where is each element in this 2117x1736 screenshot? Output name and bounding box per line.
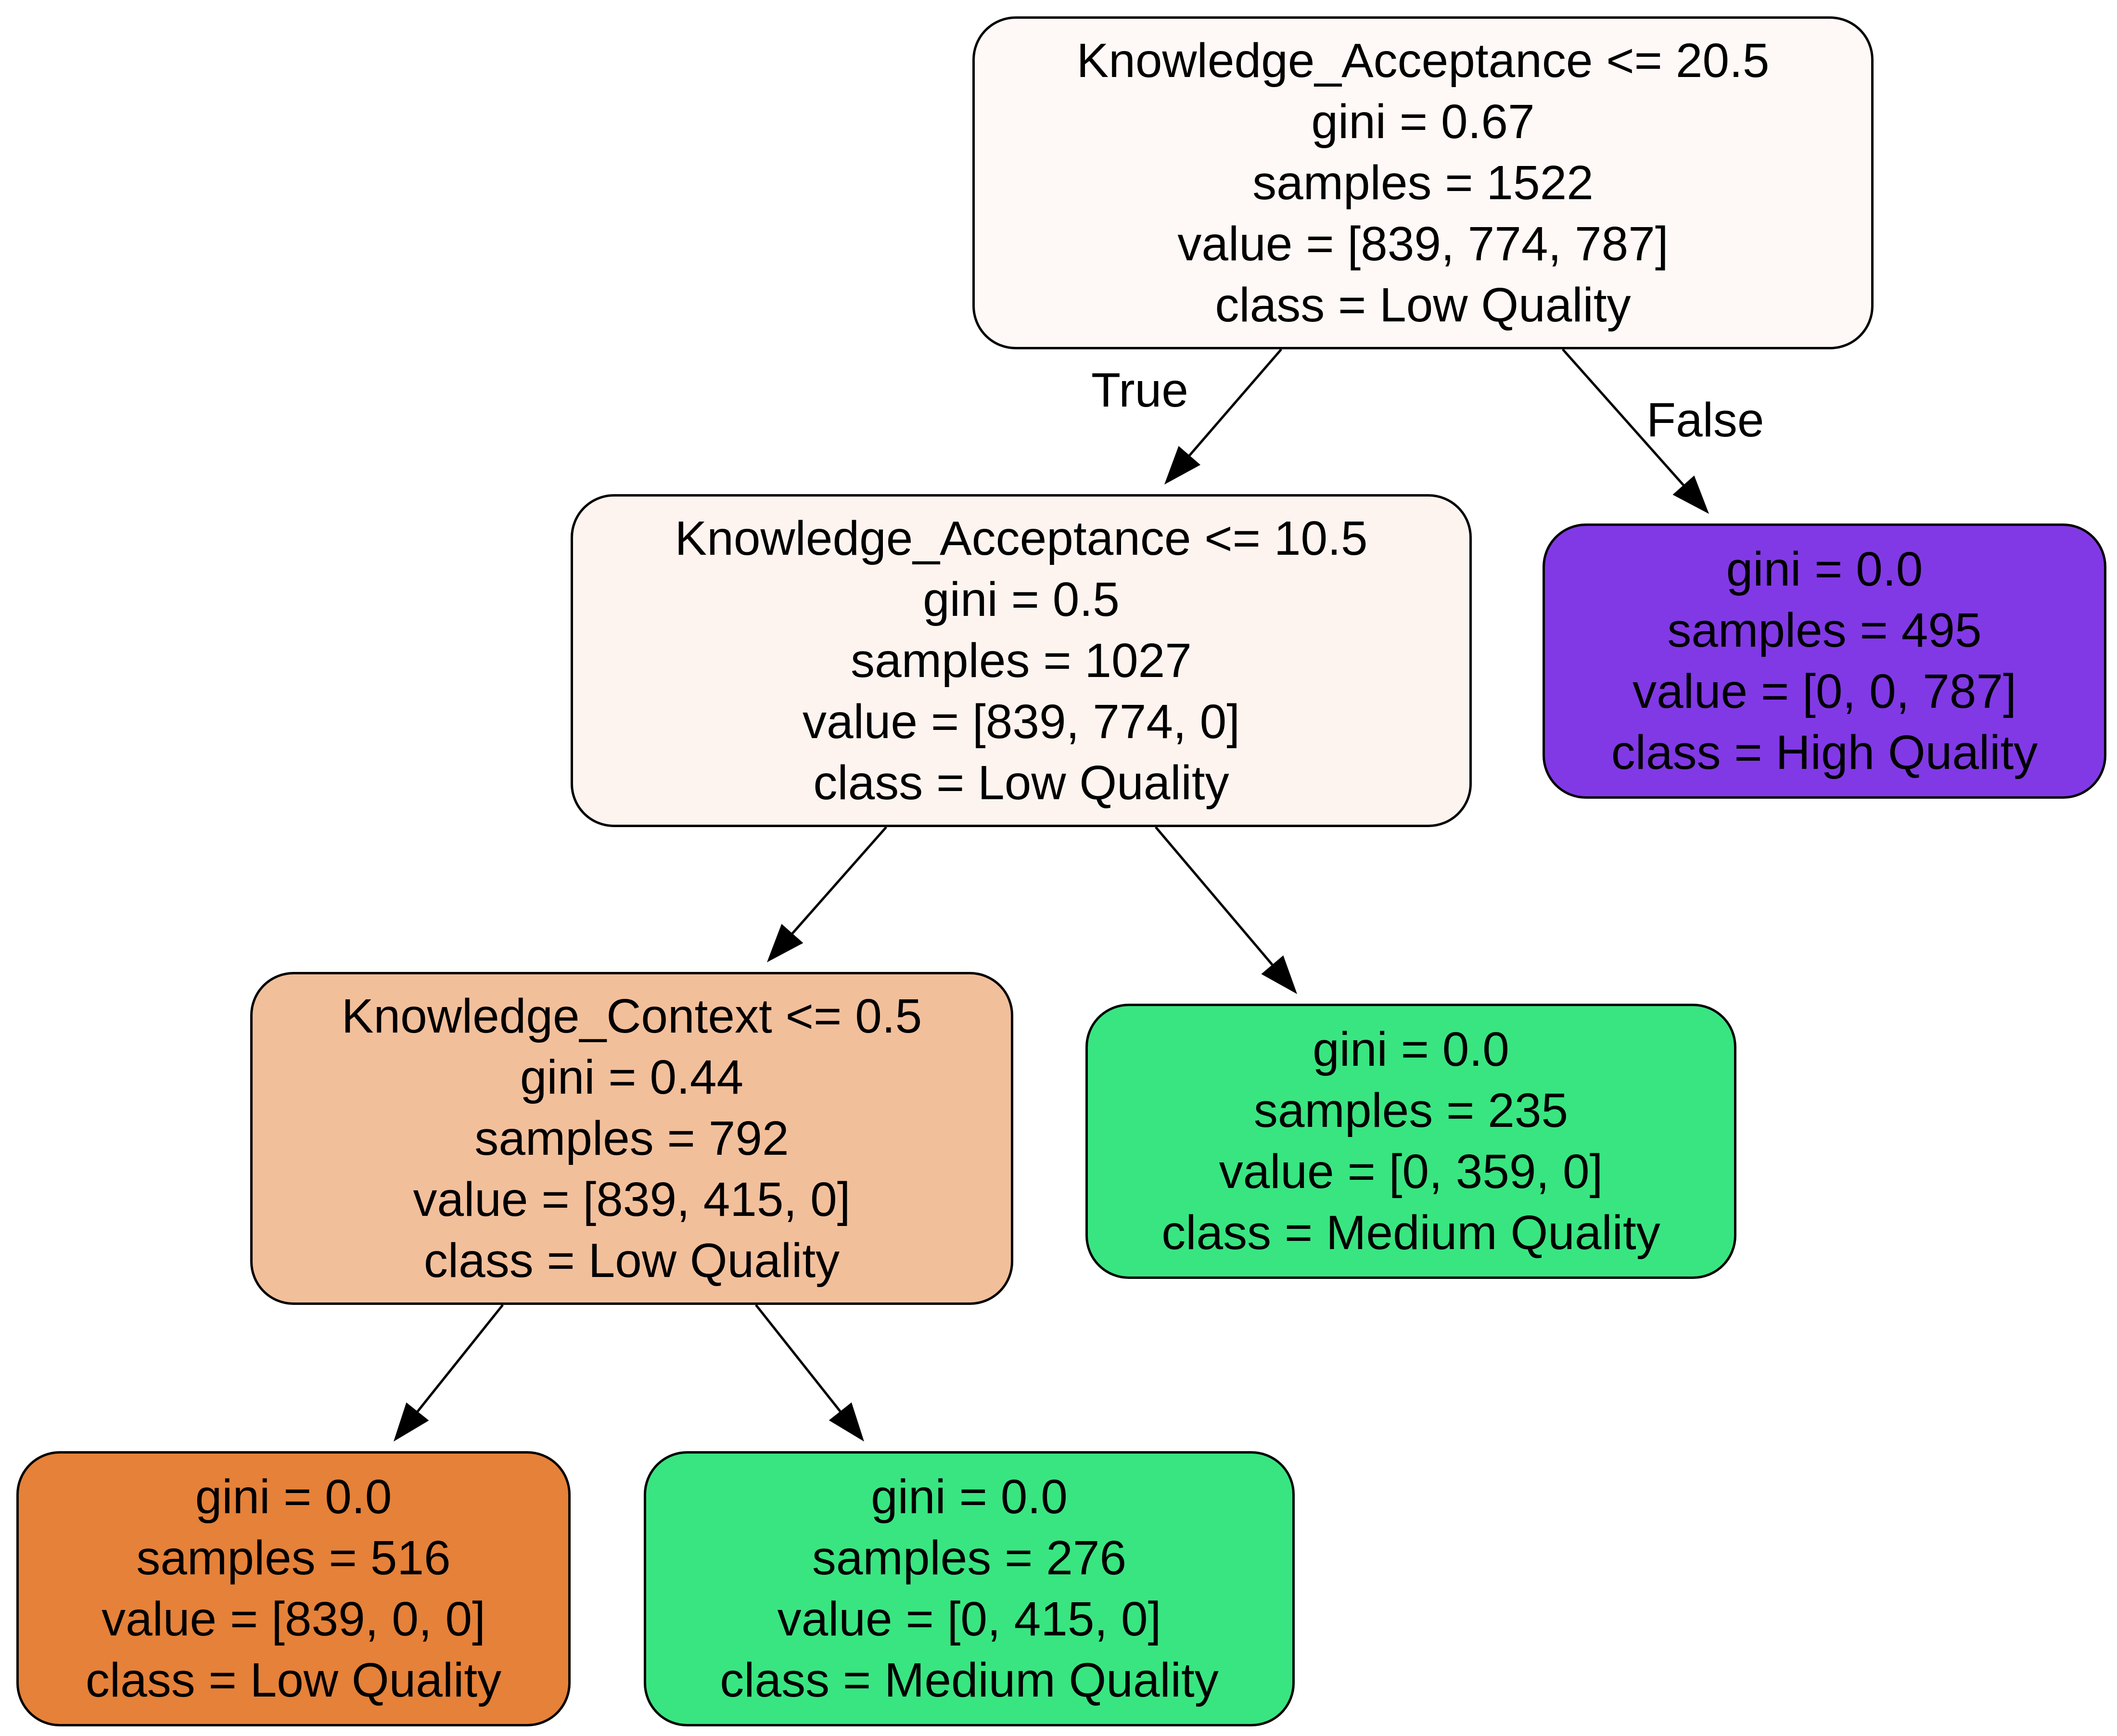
- edge-line-n3-n5: [416, 1304, 504, 1413]
- node-samples-text: samples = 276: [812, 1531, 1127, 1585]
- node-class-text: class = Low Quality: [1215, 278, 1631, 332]
- node-gini-text: gini = 0.0: [1313, 1022, 1509, 1076]
- node-class-text: class = Medium Quality: [1161, 1206, 1660, 1260]
- node-class-text: class = Medium Quality: [720, 1653, 1219, 1707]
- edge-arrowhead-n3-n6: [829, 1402, 864, 1442]
- true-edge-label: True: [1091, 363, 1188, 417]
- split-node-context-0-5: Knowledge_Context <= 0.5 gini = 0.44 sampl…: [250, 972, 1013, 1305]
- root-node: Knowledge_Acceptance <= 20.5 gini = 0.67 s…: [972, 16, 1874, 349]
- edge-arrowhead-root-n1: [1164, 446, 1201, 485]
- node-class-text: class = Low Quality: [813, 755, 1229, 810]
- leaf-node-medium-quality-276: gini = 0.0 samples = 276 value = [0, 415, …: [644, 1451, 1295, 1726]
- edge-line-n3-n6: [755, 1304, 842, 1412]
- node-samples-text: samples = 1522: [1252, 155, 1594, 210]
- node-gini-text: gini = 0.0: [871, 1470, 1068, 1524]
- leaf-node-medium-quality-235: gini = 0.0 samples = 235 value = [0, 359, …: [1085, 1004, 1736, 1279]
- node-value-text: value = [839, 774, 787]: [1177, 217, 1669, 271]
- edge-arrowhead-root-n2: [1672, 475, 1709, 514]
- node-value-text: value = [0, 359, 0]: [1219, 1145, 1603, 1199]
- node-gini-text: gini = 0.0: [195, 1470, 392, 1524]
- node-samples-text: samples = 495: [1667, 603, 1982, 657]
- edge-arrowhead-n1-n3: [767, 924, 803, 962]
- node-value-text: value = [839, 415, 0]: [413, 1172, 851, 1226]
- node-gini-text: gini = 0.0: [1726, 542, 1923, 596]
- leaf-node-high-quality: gini = 0.0 samples = 495 value = [0, 0, 78…: [1543, 523, 2106, 799]
- node-class-text: class = High Quality: [1611, 726, 2038, 779]
- edge-arrowhead-n1-n4: [1261, 955, 1297, 994]
- node-class-text: class = Low Quality: [423, 1233, 840, 1288]
- node-gini-text: gini = 0.67: [1311, 94, 1535, 149]
- node-value-text: value = [839, 774, 0]: [802, 694, 1240, 749]
- leaf-node-low-quality-516: gini = 0.0 samples = 516 value = [839, 0, …: [16, 1451, 571, 1726]
- node-gini-text: gini = 0.5: [923, 572, 1120, 626]
- split-node-acceptance-10-5: Knowledge_Acceptance <= 10.5 gini = 0.5 sa…: [571, 494, 1472, 827]
- false-edge-label: False: [1646, 393, 1764, 447]
- edge-arrowhead-n3-n5: [394, 1402, 429, 1442]
- node-value-text: value = [0, 0, 787]: [1632, 664, 2016, 718]
- edge-line-root-n1: [1188, 348, 1282, 457]
- node-samples-text: samples = 235: [1253, 1084, 1569, 1137]
- edge-line-root-n2: [1562, 348, 1684, 486]
- edge-line-n1-n4: [1155, 826, 1274, 966]
- node-samples-text: samples = 516: [136, 1531, 451, 1585]
- node-samples-text: samples = 1027: [851, 633, 1192, 688]
- node-class-text: class = Low Quality: [85, 1653, 502, 1707]
- node-split-condition-text: Knowledge_Acceptance <= 20.5: [1076, 33, 1770, 88]
- node-value-text: value = [839, 0, 0]: [102, 1592, 485, 1646]
- node-samples-text: samples = 792: [474, 1111, 789, 1165]
- edge-line-n1-n3: [791, 826, 887, 934]
- node-split-condition-text: Knowledge_Context <= 0.5: [341, 989, 922, 1043]
- node-gini-text: gini = 0.44: [520, 1050, 744, 1104]
- node-split-condition-text: Knowledge_Acceptance <= 10.5: [675, 511, 1368, 565]
- node-value-text: value = [0, 415, 0]: [777, 1592, 1161, 1646]
